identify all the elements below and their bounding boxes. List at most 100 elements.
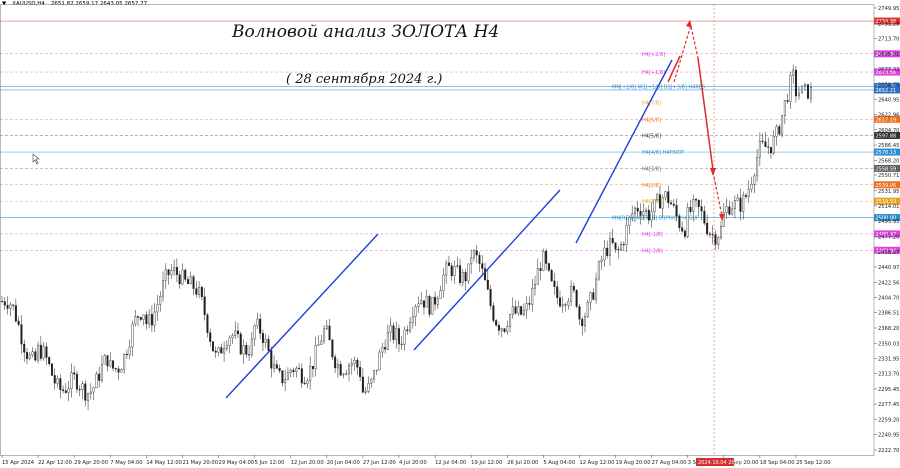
candle-body xyxy=(714,234,717,245)
price-tag xyxy=(874,86,900,94)
candle xyxy=(370,377,373,388)
candle-body xyxy=(1,301,4,303)
candle xyxy=(611,229,614,245)
y-tick-label: 2531.95 xyxy=(878,189,899,195)
candle xyxy=(275,360,278,370)
candle-body xyxy=(114,368,117,370)
candle xyxy=(397,324,400,352)
candle xyxy=(645,207,648,217)
candle-body xyxy=(731,208,734,215)
candle-body xyxy=(758,140,761,158)
candle xyxy=(200,285,203,301)
candle-body xyxy=(50,363,53,376)
symbol-menu-icon[interactable]: ▼ xyxy=(2,1,7,7)
candle xyxy=(564,302,567,312)
candle xyxy=(406,325,409,335)
candle-body xyxy=(697,199,700,207)
candle xyxy=(461,268,464,287)
candle-body xyxy=(142,314,145,320)
candle xyxy=(633,206,636,223)
candle xyxy=(67,381,70,402)
candle xyxy=(112,360,115,372)
candle xyxy=(306,377,309,389)
candle xyxy=(372,369,375,383)
candle xyxy=(422,300,425,315)
candle xyxy=(92,386,95,401)
candle xyxy=(656,192,659,202)
candle-body xyxy=(753,175,756,185)
candle xyxy=(617,245,620,259)
candle xyxy=(150,305,153,332)
forecast-up xyxy=(667,55,681,83)
candle xyxy=(531,279,534,312)
y-tick-label: 2658.75 xyxy=(878,82,899,88)
candle-body xyxy=(656,194,659,201)
candle xyxy=(6,296,9,315)
candle-body xyxy=(542,251,545,271)
candle xyxy=(670,200,673,205)
candle-body xyxy=(503,328,506,332)
candle xyxy=(264,333,267,349)
candle-body xyxy=(481,263,484,269)
candle xyxy=(600,255,603,270)
candle-body xyxy=(806,84,809,99)
candle-body xyxy=(359,367,362,378)
candle-body xyxy=(447,262,450,266)
candle-body xyxy=(159,296,162,305)
candle-body xyxy=(56,378,59,384)
chart-subtitle: ( 28 сентября 2024 г.) xyxy=(286,72,443,87)
candle xyxy=(597,260,600,281)
candle-body xyxy=(84,383,87,401)
candle xyxy=(186,276,189,285)
candle xyxy=(495,318,498,327)
candle-body xyxy=(558,297,561,307)
candle xyxy=(400,336,403,351)
candle-body xyxy=(289,369,292,373)
candle xyxy=(772,130,775,155)
candle xyxy=(195,281,198,298)
candle xyxy=(545,248,548,271)
candle xyxy=(209,328,212,347)
candle xyxy=(503,327,506,334)
forecast-arrowhead xyxy=(719,214,725,221)
candle-body xyxy=(273,364,276,369)
candle-body xyxy=(381,347,384,353)
candle-body xyxy=(545,251,548,264)
candle-body xyxy=(206,314,209,333)
price-tag xyxy=(874,181,900,189)
candle xyxy=(661,194,664,218)
candle-body xyxy=(764,141,767,147)
candle xyxy=(378,348,381,371)
chart-header: ▼ XAUUSD,H4 2651.82 2659.17 2643.05 2657.7… xyxy=(2,1,153,7)
x-tick-label: 12 Jul 04:00 xyxy=(435,460,466,466)
candle-body xyxy=(620,244,623,250)
candle xyxy=(689,199,692,215)
candle-body xyxy=(636,207,639,212)
candle-body xyxy=(556,286,559,298)
candle xyxy=(581,316,584,336)
x-tick-label: 26 Jul 20:00 xyxy=(507,460,538,466)
candle-body xyxy=(664,191,667,198)
candle xyxy=(189,271,192,285)
candle xyxy=(445,259,448,284)
candle-body xyxy=(453,266,456,277)
candle xyxy=(162,271,165,302)
x-tick-label: 5 Aug 04:00 xyxy=(543,460,575,466)
x-tick-label: 14 May 12:00 xyxy=(146,460,182,466)
y-tick-label: 2604.70 xyxy=(878,128,899,134)
level-label: H4[-2/8] xyxy=(642,248,663,254)
candle xyxy=(384,339,387,354)
trendline xyxy=(413,189,561,351)
level-label: MN[+1/8] W1[+1/8] D1[+3/8] H4RES xyxy=(612,85,705,91)
candle xyxy=(20,315,23,354)
candle-body xyxy=(633,207,636,215)
candle xyxy=(556,281,559,305)
candle-body xyxy=(547,263,550,271)
candle xyxy=(642,203,645,220)
price-tag-label: 2673.56 xyxy=(876,70,897,76)
candle-body xyxy=(89,391,92,394)
candle xyxy=(459,258,462,286)
candle-body xyxy=(9,304,12,309)
candle-body xyxy=(372,370,375,380)
